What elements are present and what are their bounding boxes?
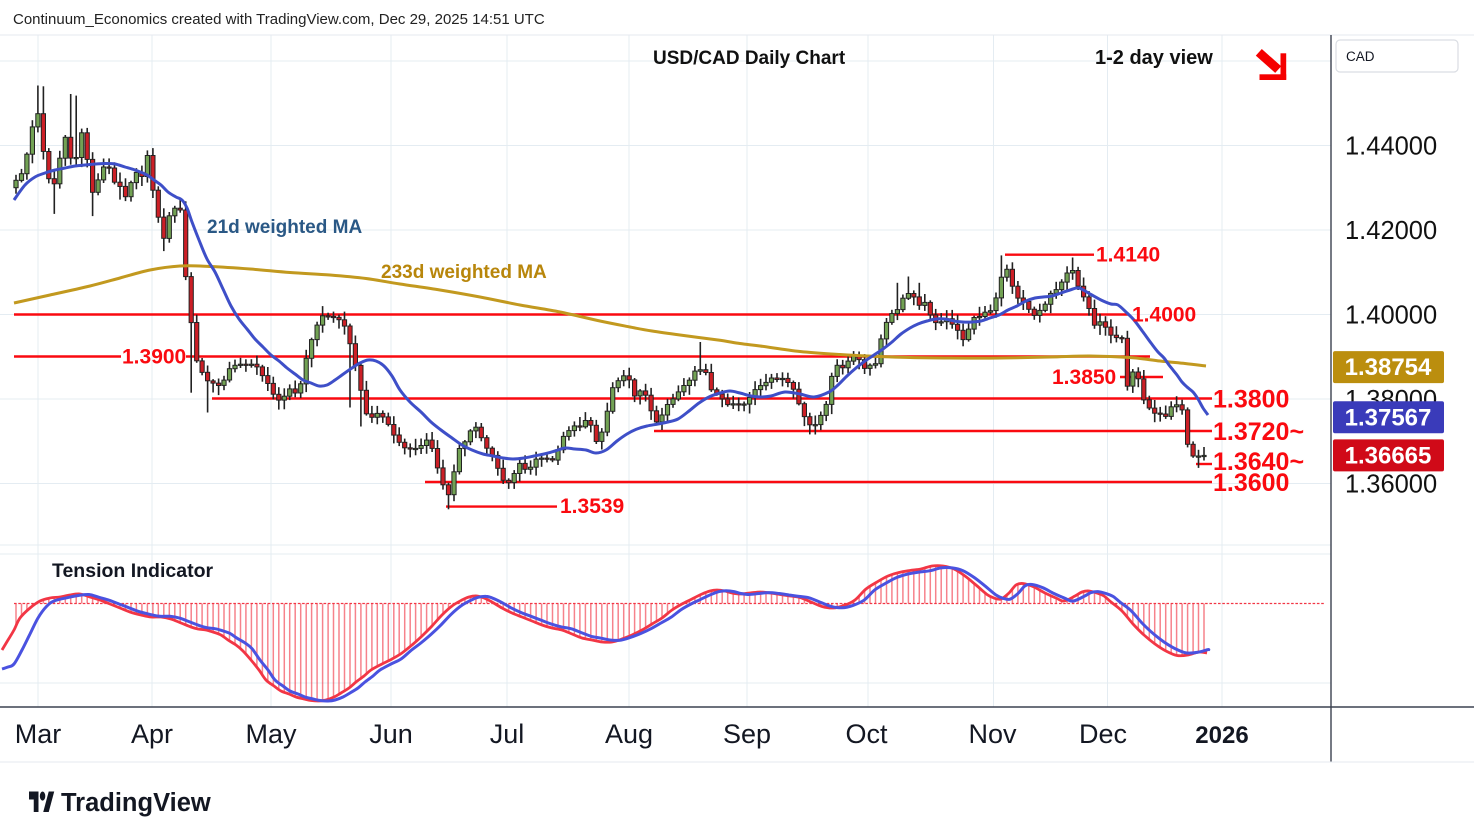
svg-text:Mar: Mar bbox=[15, 719, 62, 749]
svg-text:May: May bbox=[245, 719, 297, 749]
svg-text:1.3600: 1.3600 bbox=[1213, 469, 1289, 497]
svg-text:2026: 2026 bbox=[1195, 722, 1248, 749]
svg-text:1.4000: 1.4000 bbox=[1132, 304, 1196, 327]
svg-text:1.37567: 1.37567 bbox=[1345, 404, 1432, 431]
svg-text:1.36000: 1.36000 bbox=[1345, 471, 1437, 499]
svg-text:Oct: Oct bbox=[845, 719, 888, 749]
svg-text:233d weighted MA: 233d weighted MA bbox=[381, 262, 547, 283]
svg-text:1.3720~: 1.3720~ bbox=[1213, 418, 1304, 446]
svg-text:1.44000: 1.44000 bbox=[1345, 133, 1437, 161]
svg-text:USD/CAD Daily Chart: USD/CAD Daily Chart bbox=[653, 48, 846, 69]
svg-text:TradingView: TradingView bbox=[61, 789, 211, 817]
svg-text:CAD: CAD bbox=[1346, 49, 1375, 64]
svg-text:Jul: Jul bbox=[490, 719, 525, 749]
svg-text:Aug: Aug bbox=[605, 719, 653, 749]
svg-text:Continuum_Economics created wi: Continuum_Economics created with Trading… bbox=[13, 11, 545, 28]
svg-text:1.3539: 1.3539 bbox=[560, 495, 624, 518]
svg-text:1.3900: 1.3900 bbox=[122, 346, 186, 369]
svg-text:1.38754: 1.38754 bbox=[1345, 354, 1432, 381]
svg-text:1.3640~: 1.3640~ bbox=[1213, 448, 1304, 476]
svg-text:Tension Indicator: Tension Indicator bbox=[52, 560, 213, 582]
svg-text:1.3850: 1.3850 bbox=[1052, 366, 1116, 389]
svg-text:1.3800: 1.3800 bbox=[1213, 386, 1289, 414]
svg-text:1.42000: 1.42000 bbox=[1345, 217, 1437, 245]
svg-text:Sep: Sep bbox=[723, 719, 771, 749]
svg-text:1.40000: 1.40000 bbox=[1345, 302, 1437, 330]
svg-text:Jun: Jun bbox=[369, 719, 413, 749]
svg-text:1.4140: 1.4140 bbox=[1096, 244, 1160, 267]
svg-text:21d weighted MA: 21d weighted MA bbox=[207, 217, 362, 238]
svg-text:1.36665: 1.36665 bbox=[1345, 442, 1432, 469]
svg-text:Nov: Nov bbox=[968, 719, 1017, 749]
svg-text:Apr: Apr bbox=[131, 719, 173, 749]
svg-text:1-2 day view: 1-2 day view bbox=[1095, 47, 1213, 69]
svg-text:Dec: Dec bbox=[1079, 719, 1127, 749]
